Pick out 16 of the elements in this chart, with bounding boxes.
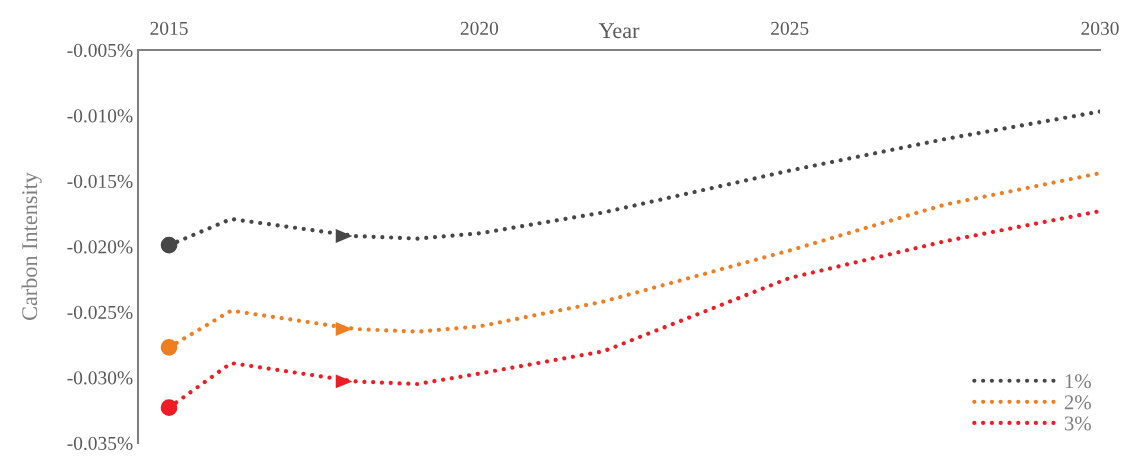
legend-label: 2%: [1064, 395, 1091, 410]
y-tick-label: -0.025%: [67, 305, 133, 320]
y-axis-title: Carbon Intensity: [21, 172, 42, 320]
y-tick-label: -0.010%: [67, 109, 133, 123]
legend-label: 1%: [1065, 374, 1091, 389]
x-tick-label: 2015: [150, 21, 188, 35]
x-axis-title: Year: [598, 23, 640, 39]
legend-label: 3%: [1064, 416, 1091, 431]
y-tick-label: -0.020%: [67, 240, 133, 254]
y-tick-label: -0.005%: [67, 43, 133, 58]
y-tick-label: -0.030%: [67, 371, 133, 385]
x-tick-label: 2030: [1081, 21, 1119, 35]
x-tick-label: 2025: [771, 21, 809, 35]
y-tick-label: -0.035%: [67, 436, 133, 451]
y-tick-label: -0.015%: [67, 174, 133, 189]
x-tick-label: 2020: [460, 21, 499, 35]
